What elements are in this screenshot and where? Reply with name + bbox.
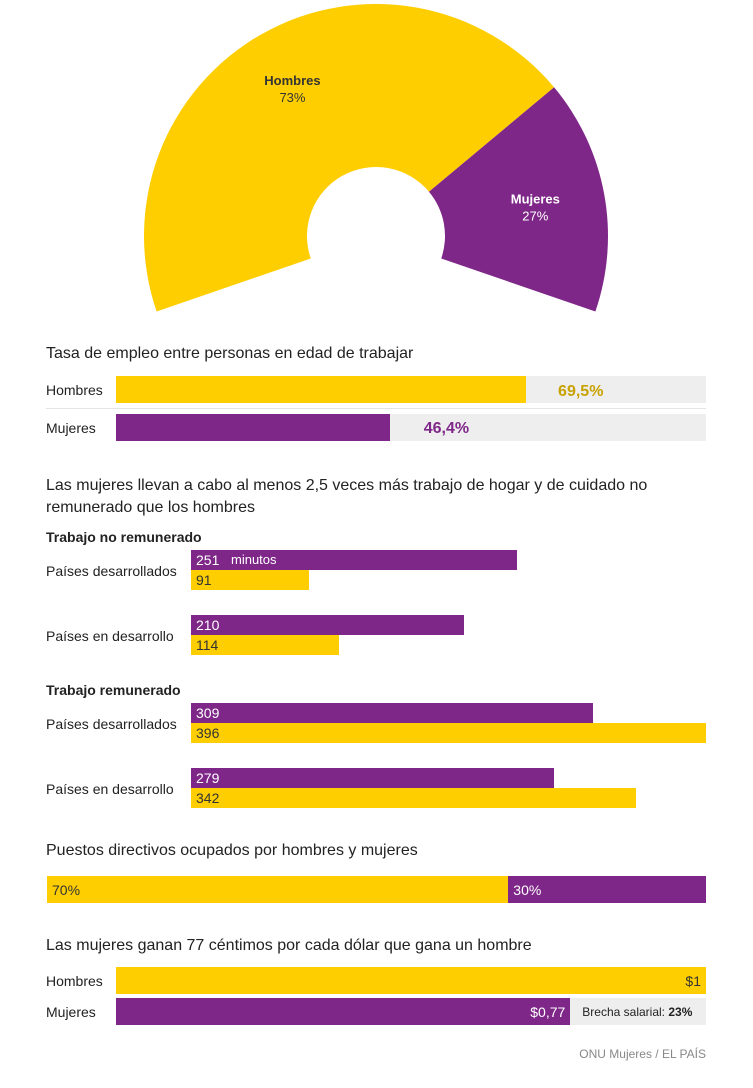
value-paid-developed-women: 309 <box>196 705 220 721</box>
bar-wage-men: $1 <box>116 967 706 994</box>
donut-value-women: 27% <box>522 209 548 224</box>
value-management-women: 30% <box>513 882 542 898</box>
employment-label-women: Mujeres <box>46 420 96 436</box>
value-unpaid-developing-men: 114 <box>196 637 219 653</box>
wage-title: Las mujeres ganan 77 céntimos por cada d… <box>46 937 532 954</box>
group-heading-unpaid: Trabajo no remunerado <box>46 529 202 545</box>
employment-title: Tasa de empleo entre personas en edad de… <box>46 345 414 362</box>
bar-unpaid-developed-men: 91 <box>191 570 310 590</box>
minutes-unit-label: minutos <box>231 552 277 567</box>
value-paid-developing-women: 279 <box>196 770 220 786</box>
donut-slice-women <box>428 87 608 312</box>
paid-developed-label: Países desarrollados <box>46 716 177 732</box>
bar-paid-developing-women: 279 <box>191 768 554 788</box>
paid-developing-label: Países en desarrollo <box>46 781 174 797</box>
unpaid-developing-label: Países en desarrollo <box>46 628 174 644</box>
parliament-donut-chart: Hombres 73% Mujeres 27% <box>144 3 608 312</box>
bar-management-women: 30% <box>508 876 706 903</box>
value-paid-developing-men: 342 <box>196 790 220 806</box>
unpaid-developed-label: Países desarrollados <box>46 563 177 579</box>
value-unpaid-developed-women: 251 <box>196 552 220 568</box>
bar-wage-women: $0,77 <box>116 998 571 1025</box>
wage-gap-value: 23% <box>668 1005 693 1019</box>
employment-value-women: 46,4% <box>423 420 470 437</box>
donut-label-women: Mujeres <box>511 192 560 207</box>
value-unpaid-developing-women: 210 <box>196 617 220 633</box>
bar-paid-developed-women: 309 <box>191 703 593 723</box>
group-heading-paid: Trabajo remunerado <box>46 682 181 698</box>
employment-divider <box>46 408 706 409</box>
donut-label-men: Hombres <box>264 73 320 88</box>
employment-label-men: Hombres <box>46 382 103 398</box>
bar-unpaid-developing-men: 114 <box>191 635 340 655</box>
employment-bar-men <box>116 376 527 403</box>
wage-label-women: Mujeres <box>46 1004 96 1020</box>
wage-gap-label: Brecha salarial: 23% <box>582 1005 692 1019</box>
employment-track-men <box>116 376 706 403</box>
value-wage-women: $0,77 <box>530 1004 566 1020</box>
work-title: Las mujeres llevan a cabo al menos 2,5 v… <box>46 477 648 516</box>
bar-paid-developing-men: 342 <box>191 788 636 808</box>
employment-track-women <box>116 414 706 441</box>
wage-gap-text: Brecha salarial: <box>582 1005 666 1019</box>
source-credit: ONU Mujeres / EL PAÍS <box>579 1047 706 1061</box>
value-wage-men: $1 <box>685 973 701 989</box>
employment-value-men: 69,5% <box>558 383 604 400</box>
value-management-men: 70% <box>52 882 81 898</box>
employment-bar-women <box>116 414 390 441</box>
bar-unpaid-developed-women: 251 minutos <box>191 550 518 570</box>
wage-label-men: Hombres <box>46 973 103 989</box>
donut-value-men: 73% <box>279 90 305 105</box>
management-title: Puestos directivos ocupados por hombres … <box>46 842 418 859</box>
bar-paid-developed-men: 396 <box>191 723 706 743</box>
value-unpaid-developed-men: 91 <box>196 572 212 588</box>
value-paid-developed-men: 396 <box>196 725 220 741</box>
bar-management-men: 70% <box>47 876 509 903</box>
bar-unpaid-developing-women: 210 <box>191 615 465 635</box>
donut-slice-men <box>144 3 555 312</box>
